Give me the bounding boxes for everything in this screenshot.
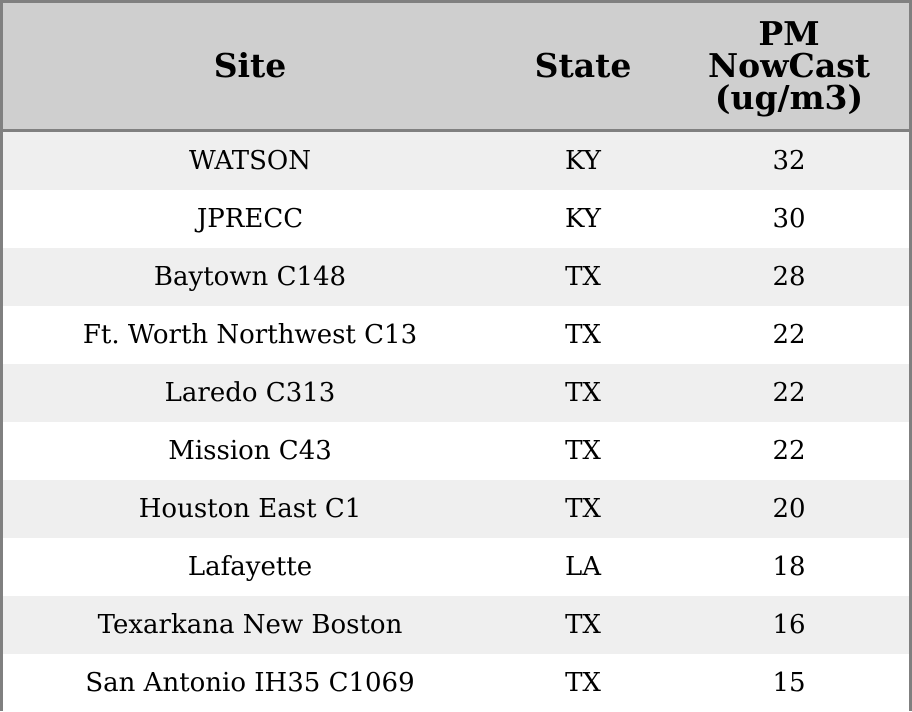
cell-pm: 20: [772, 494, 806, 524]
cell-state: TX: [565, 262, 601, 292]
cell-site: JPRECC: [196, 204, 304, 234]
cell-state: LA: [564, 552, 602, 582]
cell-site: Ft. Worth Northwest C13: [82, 320, 418, 350]
cell-pm: 22: [772, 320, 806, 350]
cell-pm: 16: [772, 610, 806, 640]
table-row: Ft. Worth Northwest C13 TX 22: [3, 306, 909, 364]
table-row: JPRECC KY 30: [3, 190, 909, 248]
cell-pm: 28: [772, 262, 806, 292]
cell-site: Lafayette: [187, 552, 313, 582]
cell-site: Houston East C1: [138, 494, 362, 524]
cell-pm: 32: [772, 146, 806, 176]
cell-site: Laredo C313: [164, 378, 336, 408]
header-site: Site: [213, 46, 287, 85]
cell-state: TX: [565, 668, 601, 698]
cell-pm: 22: [772, 436, 806, 466]
table-row: Laredo C313 TX 22: [3, 364, 909, 422]
table-row: Texarkana New Boston TX 16: [3, 596, 909, 654]
cell-pm: 30: [772, 204, 806, 234]
cell-pm: 18: [772, 552, 806, 582]
cell-site: Mission C43: [168, 436, 332, 466]
cell-site: Texarkana New Boston: [97, 610, 403, 640]
cell-state: TX: [565, 610, 601, 640]
cell-pm: 15: [772, 668, 806, 698]
header-pm-nowcast: PM NowCast (ug/m3): [707, 14, 871, 117]
table-row: Houston East C1 TX 20: [3, 480, 909, 538]
table-row: San Antonio IH35 C1069 TX 15: [3, 654, 909, 712]
cell-site: Baytown C148: [153, 262, 347, 292]
cell-state: TX: [565, 320, 601, 350]
cell-site: San Antonio IH35 C1069: [85, 668, 415, 698]
cell-state: TX: [565, 494, 601, 524]
table-row: Baytown C148 TX 28: [3, 248, 909, 306]
table-body: WATSON KY 32 JPRECC KY 30 Baytown C148 T…: [3, 132, 909, 712]
table-row: Lafayette LA 18: [3, 538, 909, 596]
cell-pm: 22: [772, 378, 806, 408]
header-state: State: [534, 46, 632, 85]
cell-state: TX: [565, 378, 601, 408]
cell-state: KY: [565, 204, 601, 234]
table-row: WATSON KY 32: [3, 132, 909, 190]
table-row: Mission C43 TX 22: [3, 422, 909, 480]
cell-site: WATSON: [188, 146, 311, 176]
cell-state: TX: [565, 436, 601, 466]
cell-state: KY: [565, 146, 601, 176]
table-header-row: Site State PM NowCast (ug/m3): [3, 3, 909, 132]
